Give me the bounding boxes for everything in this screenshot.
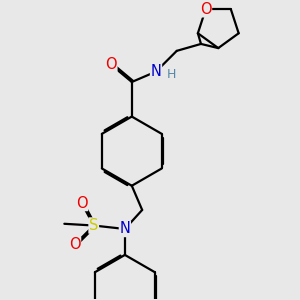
Text: O: O bbox=[105, 57, 117, 72]
Text: O: O bbox=[200, 2, 212, 17]
Text: N: N bbox=[151, 64, 161, 79]
Text: N: N bbox=[119, 221, 130, 236]
Text: O: O bbox=[76, 196, 88, 211]
Text: S: S bbox=[89, 218, 98, 233]
Text: O: O bbox=[69, 237, 80, 252]
Text: H: H bbox=[167, 68, 176, 81]
